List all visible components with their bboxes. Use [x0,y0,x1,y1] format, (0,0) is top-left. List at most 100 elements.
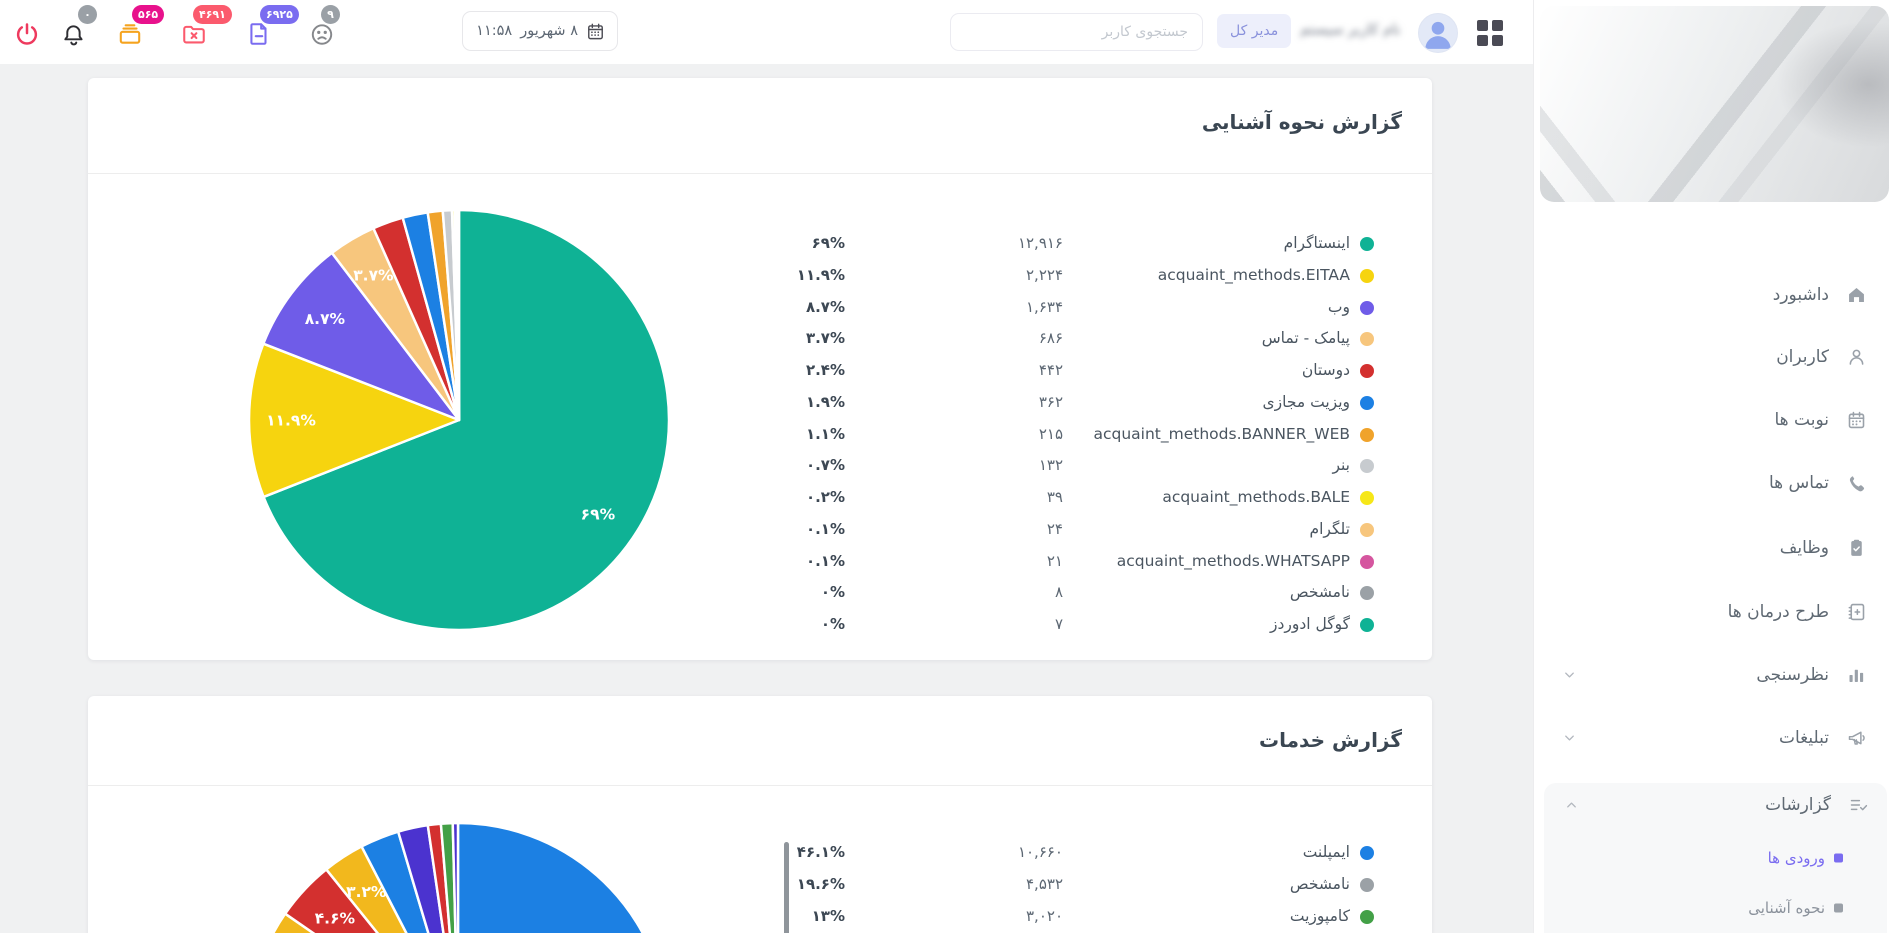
legend-percent: ۰.۱% [805,519,845,538]
pie-slice[interactable] [456,821,668,933]
complaints-button[interactable] [309,21,335,47]
acquaint-report-card: گزارش نحوه آشنایی ۶۹% ۱۱.۹% ۸.۷% ۳.۷% اینست… [88,78,1432,660]
legend-label: acquaint_methods.EITAA [1157,265,1350,284]
legend-count: ۶۸۶ [1038,329,1063,348]
legend-dot [1360,846,1374,860]
legend-count: ۷ [1054,615,1063,633]
square-bullet-icon [1834,903,1843,913]
legend-row[interactable]: دوستان ۴۴۲ ۲.۴% [648,355,1374,387]
legend-dot [1360,427,1374,442]
legend-count: ۲۴ [1046,519,1063,538]
sidebar-item-megaphone[interactable]: تبلیغات [1534,716,1895,760]
legend-label: نامشخص [1289,583,1350,602]
legend-scrollbar[interactable] [784,842,789,933]
legend-row[interactable]: ویزیت مجازی ۳۶۲ ۱.۹% [648,387,1374,419]
pie-slice[interactable] [262,208,671,632]
sidebar-item-calendar[interactable]: نوبت ها [1534,398,1895,442]
legend-row[interactable]: وب ۱,۶۳۴ ۸.۷% [648,292,1374,324]
phone-icon [1846,473,1867,494]
legend-row[interactable]: نامشخص ۴,۵۳۲ ۱۹.۶% [648,869,1374,901]
legend-dot [1360,364,1374,378]
legend-label: دوستان [1301,361,1350,379]
legend-label: وب [1327,297,1350,316]
role-badge: مدیر کل [1217,14,1292,48]
logout-power-button[interactable] [14,21,40,47]
megaphone-icon [1846,728,1867,749]
legend-percent: ۰% [820,583,845,602]
sidebar-item-label: نوبت ها [1774,410,1830,430]
legend-row[interactable]: تلگرام ۲۴ ۰.۱% [648,514,1374,546]
archive-button[interactable] [117,21,143,47]
pie-slice-label: ۸.۷% [305,310,346,328]
legend-dot [1360,395,1374,410]
sidebar-subitem-acquaint[interactable]: نحوه آشنایی [1544,893,1887,923]
legend-count: ۳۶۲ [1038,392,1063,411]
sidebar-item-phone[interactable]: تماس ها [1534,461,1895,505]
power-icon [16,23,38,45]
notebook-plus-icon [1846,602,1867,623]
legend-row[interactable]: acquaint_methods.WHATSAPP ۲۱ ۰.۱% [648,546,1374,578]
sidebar-item-home[interactable]: داشبورد [1534,273,1895,317]
legend-row[interactable]: گوگل ادوردز ۷ ۰% [648,609,1374,641]
legend-dot [1360,237,1374,251]
legend-row[interactable]: بنر ۱۳۲ ۰.۷% [648,450,1374,482]
pie-slice-label: ۶۹% [581,506,616,524]
pie-slice[interactable] [247,342,461,499]
legend-row[interactable]: acquaint_methods.EITAA ۲,۲۲۴ ۱۱.۹% [648,260,1374,292]
date-time-box[interactable]: ۸ شهریور ۱۱:۵۸ [462,11,618,51]
pie-slice[interactable] [451,821,460,933]
apps-grid-button[interactable] [1477,20,1503,46]
acquaint-pie-chart: ۶۹% ۱۱.۹% ۸.۷% ۳.۷% [247,208,671,632]
legend-count: ۴۴۲ [1038,361,1063,379]
legend-percent: ۱.۹% [805,392,845,411]
legend-dot [1360,909,1374,924]
header-time: ۱۱:۵۸ [476,23,513,39]
legend-row[interactable]: ایمپلنت ۱۰,۶۶۰ ۴۶.۱% [648,837,1374,869]
legend-count: ۳,۰۲۰ [1026,906,1063,925]
sidebar-item-bar-chart[interactable]: نظرسنجی [1534,653,1895,697]
legend-percent: ۱۹.۶% [796,874,845,893]
notifications-button[interactable] [61,22,87,48]
folder-x-icon [183,25,205,44]
pending-docs-button[interactable] [246,21,272,47]
legend-count: ۲۱۵ [1038,424,1063,443]
legend-count: ۱۲,۹۱۶ [1017,234,1063,252]
legend-row[interactable]: کامپوزیت ۳,۰۲۰ ۱۳% [648,901,1374,933]
grid-square [1477,20,1488,31]
legend-percent: ۳.۷% [805,329,845,348]
pie-slice-label: ۱۱.۹% [266,411,316,429]
missed-items-button[interactable] [181,21,207,47]
sidebar-item-label: کاربران [1776,347,1829,367]
pie-slice[interactable] [262,251,461,422]
legend-dot [1360,459,1374,474]
card2-title: گزارش خدمات [1259,728,1402,752]
legend-percent: ۴۶.۱% [796,843,845,861]
sidebar-item-user[interactable]: کاربران [1534,335,1895,379]
sidebar-item-clipboard-check[interactable]: وظایف [1534,526,1895,570]
legend-label: پیامک - تماس [1261,329,1350,348]
sidebar-item-notebook-plus[interactable]: طرح درمان ها [1534,590,1895,634]
legend-row[interactable]: acquaint_methods.BANNER_WEB ۲۱۵ ۱.۱% [648,419,1374,451]
legend-row[interactable]: acquaint_methods.BALE ۳۹ ۰.۲% [648,482,1374,514]
legend-label: نامشخص [1289,874,1350,893]
sidebar-item-reports[interactable]: گزارشات [1544,783,1895,827]
legend-dot [1360,522,1374,537]
bell-icon [64,25,83,46]
sidebar-item-label: وظایف [1779,538,1829,558]
missed-items-badge: ۴۶۹۱ [193,5,232,24]
legend-row[interactable]: اینستاگرام ۱۲,۹۱۶ ۶۹% [648,228,1374,260]
sidebar-subitem-label: ورودی ها [1767,849,1825,867]
legend-count: ۱۳۲ [1038,456,1063,475]
legend-label: acquaint_methods.WHATSAPP [1116,551,1350,570]
search-input[interactable] [950,13,1203,51]
avatar[interactable] [1418,13,1458,53]
legend-dot [1360,877,1374,892]
legend-row[interactable]: پیامک - تماس ۶۸۶ ۳.۷% [648,323,1374,355]
grid-square [1492,35,1503,46]
checklist-icon [1848,795,1869,816]
legend-row[interactable]: نامشخص ۸ ۰% [648,577,1374,609]
legend-dot [1360,491,1374,505]
legend-count: ۸ [1054,583,1063,602]
services-pie-chart: ۴.۶% ۳.۲% [271,821,668,933]
sidebar-subitem-entries[interactable]: ورودی ها [1544,843,1887,873]
